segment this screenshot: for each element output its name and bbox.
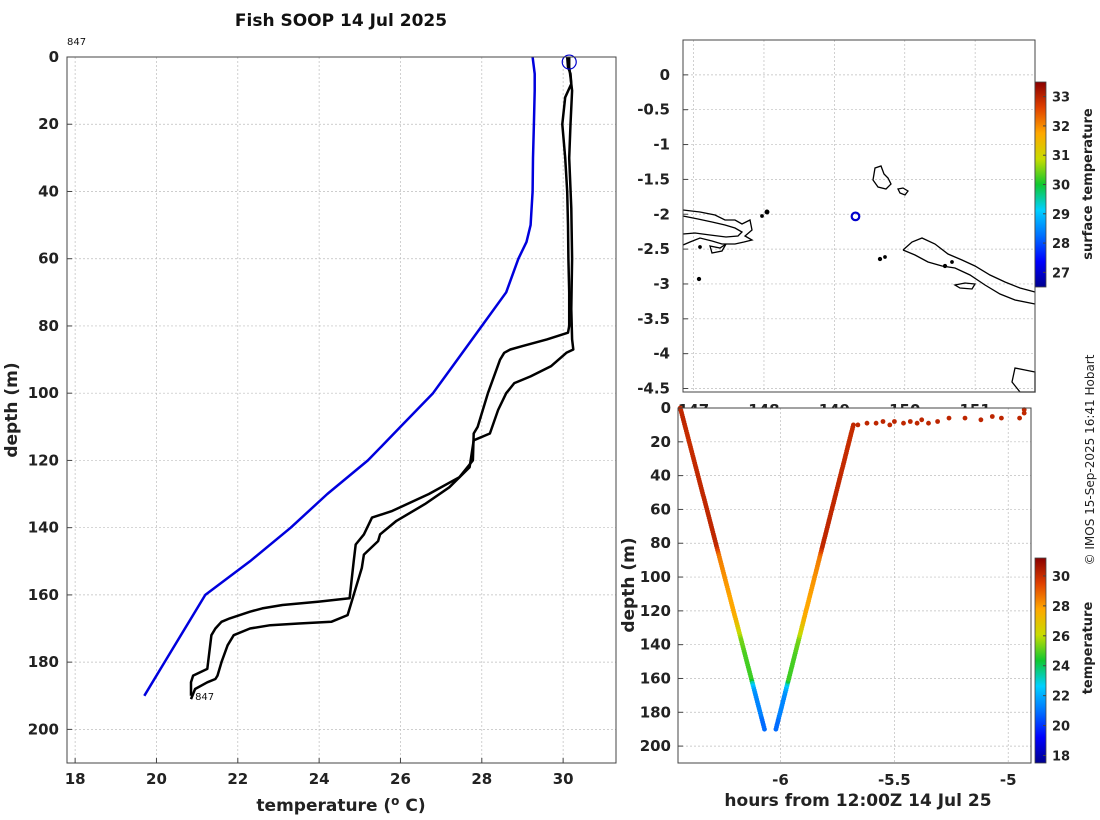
section-axes-box bbox=[677, 407, 1032, 764]
section-point-surface bbox=[989, 414, 995, 419]
section-panel: -6 -5.5 -5 0 20 40 60 80 100 120 140 160 180 200 hour… bbox=[619, 399, 1096, 811]
section-point-ascent bbox=[851, 422, 856, 428]
map-y-tick-label: -4.5 bbox=[637, 380, 670, 398]
section-point-surface bbox=[864, 420, 870, 426]
profile-series-climatology bbox=[143, 56, 536, 697]
section-point-descent bbox=[762, 726, 767, 732]
section-y-tick-label: 180 bbox=[640, 703, 671, 721]
profile-axes-box bbox=[66, 56, 617, 764]
profile-y-tick-label: 200 bbox=[28, 720, 59, 738]
section-y-tick-label: 60 bbox=[650, 500, 671, 518]
map-ship-position-marker bbox=[850, 211, 861, 222]
profile-y-tick-label: 100 bbox=[28, 384, 59, 402]
section-colorbar-tick-label: 30 bbox=[1052, 570, 1070, 585]
section-point-surface bbox=[855, 422, 861, 428]
profile-y-tick-label: 180 bbox=[28, 653, 59, 671]
section-point-surface bbox=[978, 417, 984, 423]
section-x-label: hours from 12:00Z 14 Jul 25 bbox=[724, 791, 991, 811]
section-point-surface bbox=[999, 415, 1004, 421]
profile-y-tick-label: 80 bbox=[38, 317, 59, 335]
profile-panel: Fish SOOP 14 Jul 2025 18 20 22 24 26 28 30 0 20 4… bbox=[2, 11, 617, 816]
profile-x-label: temperature (o C) bbox=[256, 794, 425, 816]
profile-annotation: 847 bbox=[67, 37, 86, 48]
section-point-surface bbox=[946, 415, 952, 421]
map-y-tick-label: 0 bbox=[660, 66, 670, 84]
map-y-tick-label: -4 bbox=[653, 345, 670, 363]
section-y-tick-label: 100 bbox=[640, 568, 671, 586]
map-colorbar-tick-label: 32 bbox=[1052, 120, 1070, 135]
map-colorbar-label: surface temperature bbox=[1081, 108, 1096, 260]
profile-y-tick-label: 140 bbox=[28, 519, 59, 537]
section-x-tick-label: -5.5 bbox=[878, 771, 911, 789]
section-point-surface bbox=[919, 417, 925, 423]
section-colorbar-tick-label: 24 bbox=[1052, 660, 1070, 675]
section-point-surface bbox=[1021, 410, 1027, 416]
map-colorbar-tick-label: 33 bbox=[1052, 91, 1070, 106]
section-colorbar-tick-label: 20 bbox=[1052, 720, 1070, 735]
section-point-surface bbox=[880, 419, 886, 424]
profile-y-tick-label: 20 bbox=[38, 115, 59, 133]
section-point-surface bbox=[873, 420, 879, 426]
map-y-tick-label: -3.5 bbox=[637, 310, 670, 328]
section-colorbar-label: temperature bbox=[1081, 602, 1096, 695]
map-y-tick-label: -0.5 bbox=[637, 101, 670, 119]
profile-title: Fish SOOP 14 Jul 2025 bbox=[235, 11, 447, 31]
section-y-tick-label: 0 bbox=[661, 399, 671, 417]
profile-y-tick-label: 60 bbox=[38, 250, 59, 268]
map-y-tick-label: -1.5 bbox=[637, 170, 670, 188]
section-y-tick-label: 120 bbox=[640, 602, 671, 620]
coastline bbox=[682, 165, 1036, 393]
section-colorbar-tick-label: 26 bbox=[1052, 630, 1070, 645]
section-y-tick-label: 80 bbox=[650, 534, 671, 552]
section-x-tick-label: -5 bbox=[1000, 771, 1017, 789]
imos-credit: © IMOS 15-Sep-2025 16:41 Hobart bbox=[1083, 354, 1097, 565]
section-y-tick-label: 40 bbox=[650, 467, 671, 485]
section-point-surface bbox=[907, 419, 913, 424]
profile-x-tick-label: 26 bbox=[390, 770, 411, 788]
profile-y-tick-label: 40 bbox=[38, 182, 59, 200]
map-panel: 1471481491501510-0.5-1-1.5-2-2.5-3-3.5-4… bbox=[637, 39, 1096, 419]
profile-x-tick-label: 22 bbox=[227, 770, 248, 788]
section-colorbar-tick-label: 28 bbox=[1052, 600, 1070, 615]
section-point-surface bbox=[892, 419, 897, 424]
profile-x-tick-label: 28 bbox=[471, 770, 492, 788]
profile-surface-marker bbox=[561, 54, 577, 70]
section-colorbar-tick-label: 18 bbox=[1052, 750, 1070, 765]
map-y-tick-label: -1 bbox=[653, 136, 670, 154]
profile-x-tick-label: 30 bbox=[553, 770, 574, 788]
map-colorbar-tick-label: 31 bbox=[1052, 149, 1070, 164]
profile-annotation: 847 bbox=[195, 692, 214, 703]
section-colorbar-tick-label: 22 bbox=[1052, 690, 1070, 705]
section-y-label: depth (m) bbox=[619, 537, 639, 632]
profile-x-tick-label: 24 bbox=[309, 770, 330, 788]
section-y-tick-label: 20 bbox=[650, 433, 671, 451]
map-y-tick-label: -2 bbox=[653, 205, 670, 223]
profile-y-label: depth (m) bbox=[2, 362, 22, 457]
map-y-tick-label: -3 bbox=[653, 275, 670, 293]
section-y-tick-label: 140 bbox=[640, 636, 671, 654]
section-point-surface bbox=[901, 420, 906, 426]
section-x-tick-label: -6 bbox=[772, 771, 789, 789]
profile-y-tick-label: 160 bbox=[28, 586, 59, 604]
section-point-surface bbox=[887, 422, 893, 428]
map-colorbar-tick-label: 28 bbox=[1052, 237, 1070, 252]
profile-y-tick-label: 120 bbox=[28, 451, 59, 469]
profile-series-ascent bbox=[189, 57, 575, 700]
section-point-surface bbox=[1017, 415, 1022, 421]
section-point-surface bbox=[962, 415, 968, 421]
section-point-surface bbox=[926, 420, 931, 426]
map-colorbar-tick-label: 30 bbox=[1052, 179, 1070, 194]
section-point-surface bbox=[935, 419, 940, 424]
map-y-tick-label: -2.5 bbox=[637, 240, 670, 258]
map-colorbar-tick-label: 29 bbox=[1052, 208, 1070, 223]
section-y-tick-label: 200 bbox=[640, 737, 671, 755]
map-colorbar-tick-label: 27 bbox=[1052, 266, 1070, 281]
section-y-tick-label: 160 bbox=[640, 669, 671, 687]
profile-x-tick-label: 18 bbox=[65, 770, 86, 788]
section-colorbar bbox=[1034, 557, 1047, 764]
profile-x-tick-label: 20 bbox=[146, 770, 167, 788]
section-point-surface bbox=[914, 420, 920, 426]
profile-y-tick-label: 0 bbox=[49, 48, 59, 66]
